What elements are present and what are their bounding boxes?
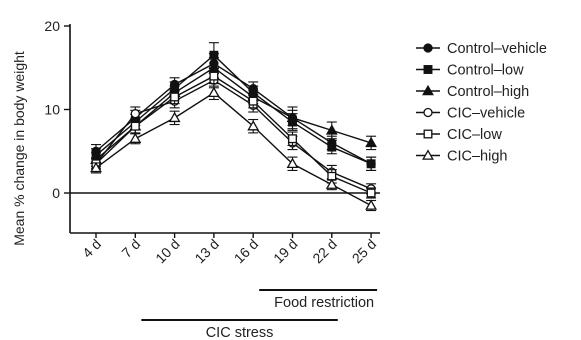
legend-marker xyxy=(423,65,433,74)
data-point xyxy=(129,132,142,143)
legend-marker xyxy=(422,84,434,96)
data-point xyxy=(90,161,102,173)
data-point xyxy=(286,157,299,169)
x-tick-label: 4 d xyxy=(79,236,104,261)
legend-label: CIC–vehicle xyxy=(447,106,525,122)
data-point xyxy=(365,136,378,148)
y-axis-title: Mean % change in body weight xyxy=(11,51,27,246)
x-tick-label: 25 d xyxy=(349,236,380,267)
data-point xyxy=(247,120,260,131)
legend-item: CIC–high xyxy=(416,149,507,165)
legend-marker xyxy=(423,43,433,53)
data-point xyxy=(366,159,376,169)
annotation-1: CIC stress xyxy=(141,319,338,340)
data-point xyxy=(366,188,376,198)
series-line xyxy=(95,75,372,194)
legend-marker xyxy=(423,107,433,118)
data-point xyxy=(130,109,140,119)
x-tick-label: 13 d xyxy=(191,236,222,267)
x-tick-label: 7 d xyxy=(118,236,143,261)
series-line xyxy=(95,79,372,190)
x-tick-label: 10 d xyxy=(152,236,183,267)
data-point xyxy=(286,111,299,123)
data-point xyxy=(325,178,338,189)
x-tick-label: 22 d xyxy=(309,236,340,267)
y-tick-label: 0 xyxy=(52,185,60,201)
legend-item: CIC–low xyxy=(416,127,502,143)
series-line xyxy=(95,54,372,165)
data-point xyxy=(248,96,258,106)
y-tick-label: 10 xyxy=(44,102,60,118)
data-point xyxy=(365,199,378,210)
legend-item: Control–low xyxy=(416,63,524,79)
data-point xyxy=(168,111,181,123)
series-line xyxy=(95,91,372,207)
annotation-0: Food restriction xyxy=(259,289,378,311)
data-point xyxy=(325,124,338,135)
annotation-label: Food restriction xyxy=(274,295,374,311)
x-tick-label: 19 d xyxy=(270,236,301,267)
legend-marker xyxy=(423,129,433,139)
data-point xyxy=(327,142,337,152)
y-tick-label: 20 xyxy=(44,18,60,34)
legend-label: Control–low xyxy=(447,63,524,79)
legend-item: Control–vehicle xyxy=(416,41,547,57)
annotation-label: CIC stress xyxy=(206,325,274,340)
legend-label: Control–vehicle xyxy=(447,41,547,57)
data-point xyxy=(288,134,297,144)
legend-label: CIC–low xyxy=(447,127,502,143)
data-point xyxy=(207,86,220,98)
data-point xyxy=(209,71,219,81)
legend-label: CIC–high xyxy=(447,149,507,165)
series-5 xyxy=(90,85,378,212)
legend-item: CIC–vehicle xyxy=(416,106,525,122)
x-tick-label: 16 d xyxy=(231,236,262,267)
legend-item: Control–high xyxy=(416,84,529,100)
data-point xyxy=(170,92,180,102)
data-point xyxy=(130,121,140,131)
legend-label: Control–high xyxy=(447,84,529,100)
legend-marker xyxy=(422,149,434,160)
